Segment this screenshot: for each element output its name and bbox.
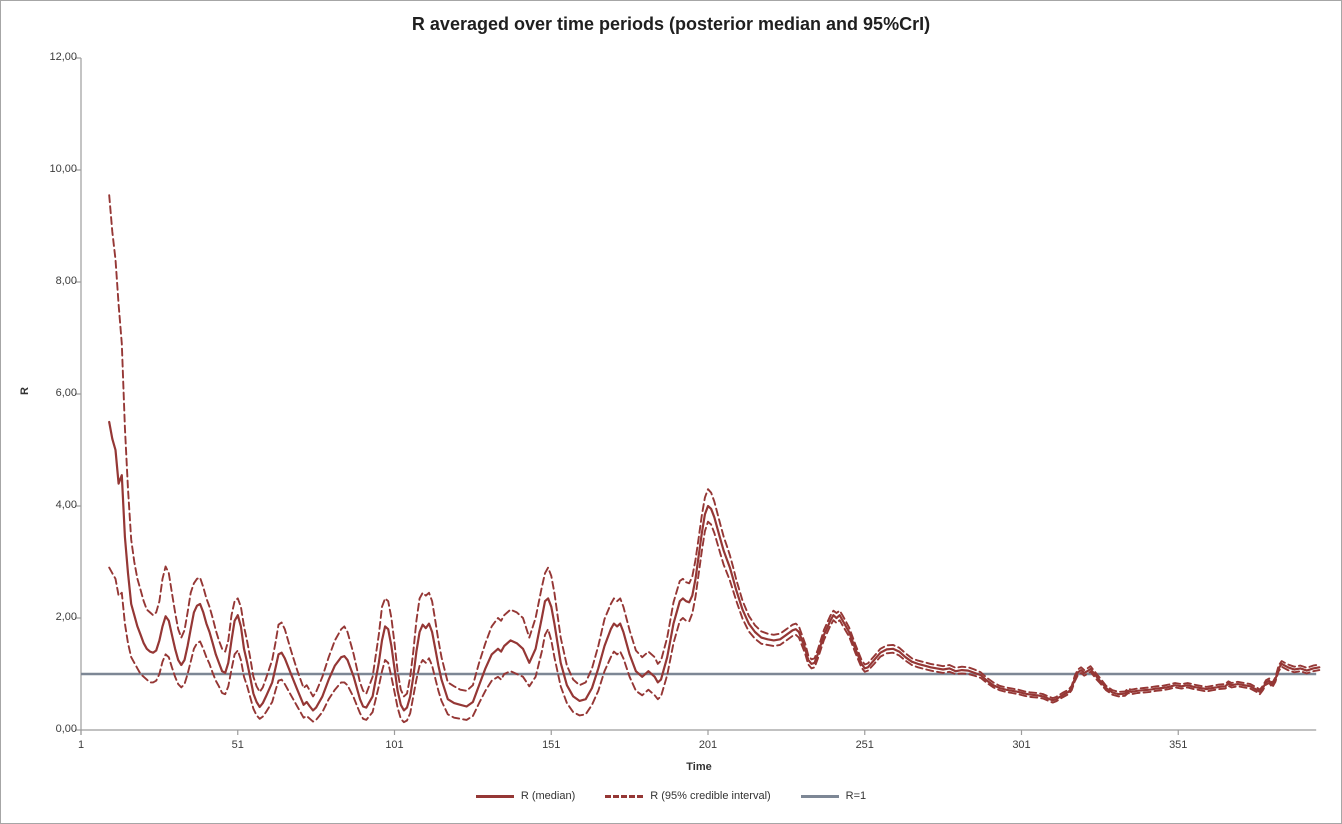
lower-credible-interval-line <box>108 520 1321 724</box>
median-line <box>108 420 1321 712</box>
legend-item-credible-interval: R (95% credible interval) <box>605 790 771 802</box>
x-tick-label: 351 <box>1169 739 1188 751</box>
y-tick-label: 0,00 <box>55 723 77 735</box>
y-tick-label: 4,00 <box>55 499 77 511</box>
upper-credible-interval-line <box>108 194 1321 700</box>
x-tick-label: 251 <box>855 739 874 751</box>
y-tick-label: 10,00 <box>49 163 77 175</box>
x-tick-label: 1 <box>77 739 85 751</box>
x-tick-label: 201 <box>698 739 718 751</box>
legend: R (median) R (95% credible interval) R=1 <box>1 790 1341 802</box>
y-tick-label: 2,00 <box>55 611 77 623</box>
median-line-sample-icon <box>475 794 514 798</box>
legend-item-r-equals-1: R=1 <box>800 790 867 802</box>
y-tick-label: 6,00 <box>55 387 77 399</box>
x-tick-label: 301 <box>1012 739 1031 751</box>
r-equals-1-line-sample-icon <box>800 794 839 798</box>
x-axis-title: Time <box>686 761 712 773</box>
legend-label-credible-interval: R (95% credible interval) <box>650 790 771 802</box>
x-tick-label: 151 <box>542 739 561 751</box>
credible-interval-line-sample-icon <box>605 794 644 798</box>
legend-label-r-equals-1: R=1 <box>845 790 867 802</box>
legend-label-median: R (median) <box>520 790 576 802</box>
y-tick-label: 12,00 <box>49 51 77 63</box>
x-tick-label: 101 <box>385 739 404 751</box>
legend-item-median: R (median) <box>475 790 576 802</box>
chart-title: R averaged over time periods (posterior … <box>411 14 931 34</box>
y-tick-label: 8,00 <box>55 275 77 287</box>
x-tick-label: 51 <box>231 739 244 751</box>
